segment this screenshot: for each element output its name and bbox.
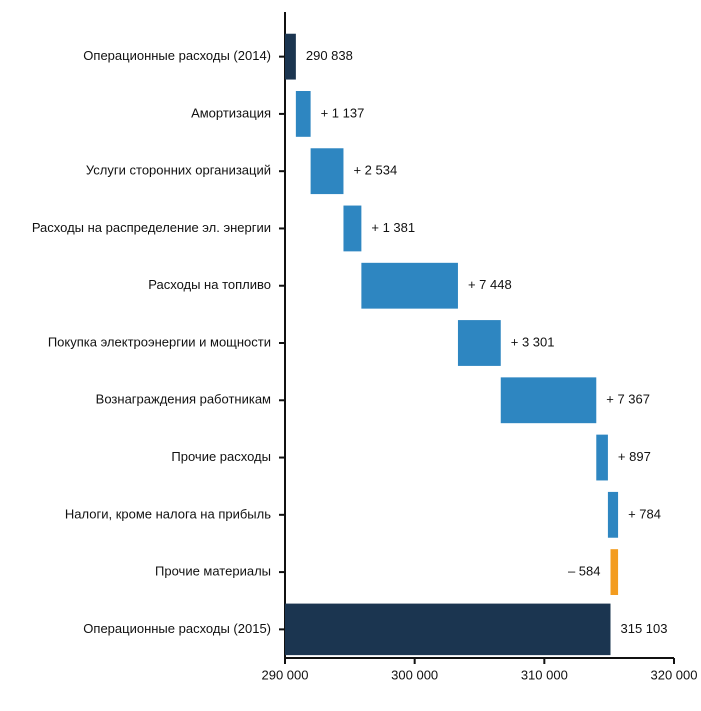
y-tick-label: Расходы на топливо bbox=[148, 277, 271, 292]
bar bbox=[295, 91, 311, 137]
y-tick-label: Операционные расходы (2015) bbox=[83, 621, 271, 636]
y-tick-label: Расходы на распределение эл. энергии bbox=[32, 220, 271, 235]
value-label: + 3 301 bbox=[511, 334, 555, 349]
bar bbox=[607, 491, 619, 538]
y-tick-label: Покупка электроэнергии и мощности bbox=[48, 334, 271, 349]
value-label: + 7 448 bbox=[468, 277, 512, 292]
y-tick-label: Амортизация bbox=[191, 105, 271, 120]
x-tick-label: 320 000 bbox=[651, 667, 698, 682]
value-label: + 2 534 bbox=[353, 163, 397, 178]
y-tick-label: Операционные расходы (2014) bbox=[83, 48, 271, 63]
x-tick-label: 290 000 bbox=[262, 667, 309, 682]
bar bbox=[500, 377, 597, 424]
y-tick-label: Прочие расходы bbox=[171, 449, 271, 464]
value-label: + 784 bbox=[628, 506, 661, 521]
value-label: 290 838 bbox=[306, 48, 353, 63]
bar bbox=[610, 549, 619, 595]
y-tick-label: Налоги, кроме налога на прибыль bbox=[65, 506, 271, 521]
bar bbox=[285, 603, 611, 656]
value-label: + 897 bbox=[618, 449, 651, 464]
bar bbox=[457, 320, 501, 366]
value-label: + 7 367 bbox=[606, 392, 650, 407]
value-label: 315 103 bbox=[621, 621, 668, 636]
bar bbox=[596, 434, 608, 481]
x-tick-label: 300 000 bbox=[391, 667, 438, 682]
bar bbox=[285, 33, 296, 80]
bar bbox=[310, 148, 344, 195]
value-label: + 1 137 bbox=[321, 105, 365, 120]
x-tick-label: 310 000 bbox=[521, 667, 568, 682]
bar bbox=[343, 205, 362, 252]
y-tick-label: Прочие материалы bbox=[155, 564, 271, 579]
value-label: + 1 381 bbox=[371, 220, 415, 235]
value-label: – 584 bbox=[568, 564, 601, 579]
y-tick-label: Услуги сторонних организаций bbox=[86, 163, 271, 178]
bar bbox=[361, 262, 458, 309]
y-tick-label: Вознаграждения работникам bbox=[96, 392, 271, 407]
